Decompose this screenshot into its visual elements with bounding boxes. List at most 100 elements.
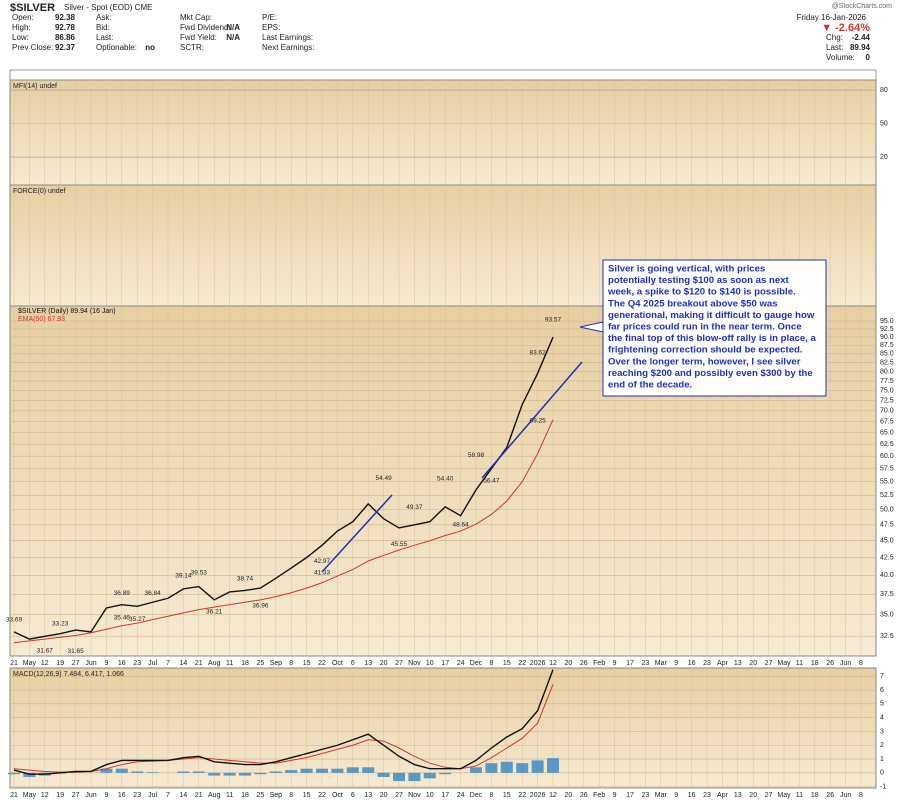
comment-line: week, a spike to $120 to $140 is possibl… [607,287,796,298]
histogram-bar [408,772,421,782]
field-value: 0 [866,53,871,62]
x-tick-label: Feb [593,792,605,799]
y-tick-label: 80.0 [880,368,894,375]
price-label: 54.40 [437,476,454,483]
field-label: Last Earnings: [262,33,313,42]
y-tick-label: 80 [880,87,888,94]
field-value: -2.44 [852,33,871,42]
x-tick-label: May [23,660,37,667]
y-tick-label: 72.5 [880,397,894,404]
y-tick-label: 4 [880,714,884,721]
histogram-bar [8,772,20,775]
macd-line [13,669,554,775]
y-tick-label: 45.0 [880,538,894,545]
field-label: P/E: [262,13,277,22]
y-tick-label: -1 [880,783,886,790]
histogram-bar [239,772,251,776]
price-label: 54.49 [375,475,392,482]
x-tick-label: Apr [717,660,729,667]
histogram-bar [346,767,359,773]
price-label: 42.97 [314,558,331,565]
symbol: $SILVER [10,2,55,14]
x-tick-label: 22 [518,660,526,667]
y-tick-label: 90.0 [880,334,894,341]
y-tick-label: 82.5 [880,359,894,366]
y-tick-label: 50.0 [880,507,894,514]
x-tick-label: 12 [549,660,557,667]
histogram-bar [470,767,482,773]
panel-label: MACD(12,26,9) 7.484, 6.417, 1.066 [13,671,124,678]
field-label: Bid: [96,23,110,32]
x-tick-label: 8 [289,792,293,799]
x-tick-label: 20 [380,792,388,799]
comment-line: Over the longer term, however, I see sil… [608,356,801,367]
x-tick-label: 10 [426,792,434,799]
price-label: 48.64 [452,522,469,529]
y-tick-label: 87.5 [880,342,894,349]
x-tick-label: 19 [56,660,64,667]
x-tick-label: 16 [118,792,126,799]
x-tick-label: 7 [166,660,170,667]
y-tick-label: 1 [880,756,884,763]
x-tick-label: 8 [859,660,863,667]
field-label: Last: [96,33,113,42]
x-tick-label: 15 [303,660,311,667]
histogram-bar [100,768,113,773]
signal-line [13,684,554,773]
field-value: N/A [226,23,240,32]
comment-line: frightening correction should be expecte… [608,345,803,356]
x-tick-label: 20 [749,792,757,799]
x-tick-label: 16 [118,660,126,667]
x-tick-label: 13 [734,792,742,799]
x-tick-label: 18 [811,792,819,799]
x-tick-label: 20 [565,660,573,667]
histogram-bar [362,767,375,773]
x-tick-label: 20 [380,660,388,667]
y-tick-label: 32.5 [880,633,894,640]
x-tick-label: 23 [703,660,711,667]
histogram-bar [439,772,452,775]
x-tick-label: 16 [688,660,696,667]
x-tick-label: Sep [270,660,283,667]
ema-line [13,419,554,644]
y-tick-label: 7 [880,673,884,680]
price-label: 35.46 [114,614,131,621]
y-tick-label: 77.5 [880,378,894,385]
field-value: 86.86 [55,33,76,42]
y-tick-label: 40.0 [880,572,894,579]
x-tick-label: 17 [626,792,634,799]
x-tick-label: 27 [765,792,773,799]
price-label: 36.96 [252,602,269,609]
field-value: N/A [226,33,240,42]
credit: @StockCharts.com [832,3,893,10]
field-label: Open: [12,13,34,22]
x-tick-label: 26 [580,792,588,799]
y-tick-label: 2 [880,742,884,749]
histogram-bar [146,772,159,773]
x-tick-label: 11 [796,660,803,667]
price-label: 93.57 [545,316,562,323]
comment-box [602,259,827,397]
y-tick-label: 57.5 [880,466,894,473]
x-tick-label: Jul [148,660,157,667]
comment-line: generational, making it difficult to gau… [608,310,815,321]
price-label: 35.27 [129,616,146,623]
change-pct: ▼ -2.64% [821,22,870,34]
price-label: 33.69 [6,617,23,624]
histogram-bar [131,771,144,773]
price-label: 36.89 [114,590,131,597]
x-tick-label: 23 [133,660,141,667]
x-tick-label: 8 [289,660,293,667]
field-value: 92.78 [55,23,76,32]
y-tick-label: 42.5 [880,554,894,561]
x-tick-label: 21 [195,660,203,667]
x-tick-label: 24 [457,792,465,799]
x-tick-label: 20 [565,792,573,799]
comment-line: end of the decade. [608,380,692,391]
x-tick-label: 11 [226,660,233,667]
x-tick-label: Sep [270,792,283,799]
x-tick-label: 21 [10,660,18,667]
field-label: Low: [12,33,29,42]
panel-gap [9,69,877,81]
y-tick-label: 92.5 [880,326,894,333]
